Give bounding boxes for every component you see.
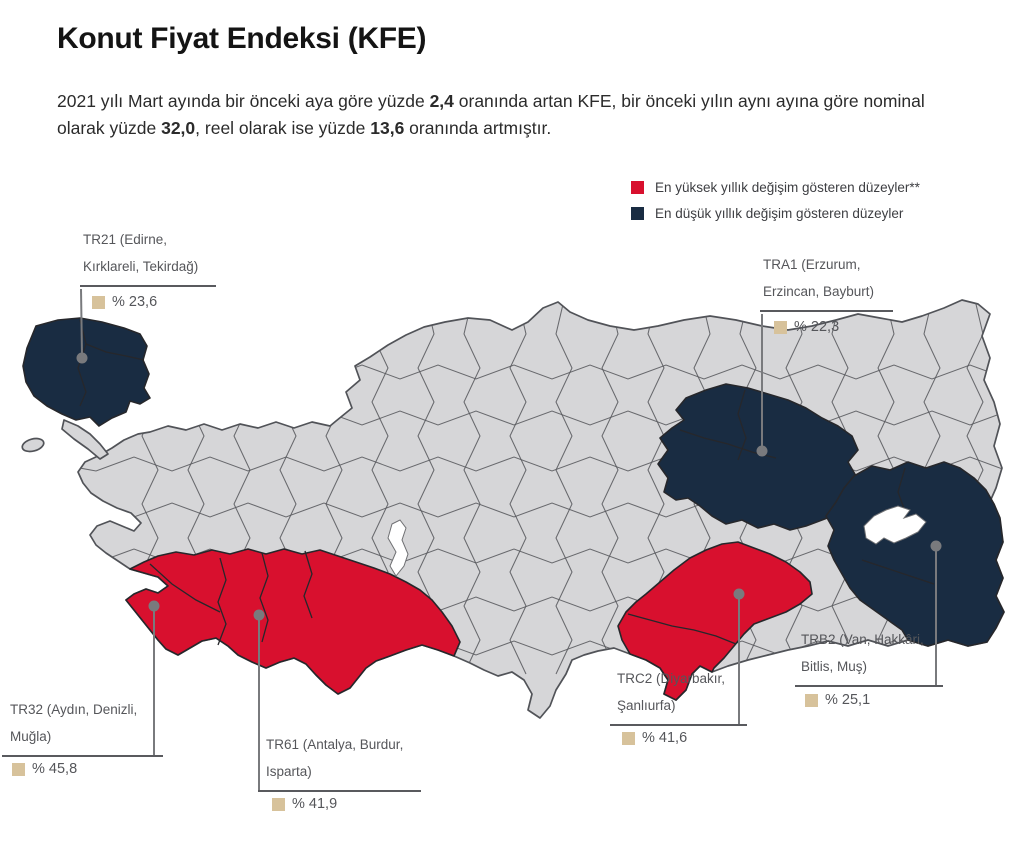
monthly-change-value: 2,4 <box>429 91 454 111</box>
region-code-line: TR21 (Edirne, <box>83 232 168 247</box>
callout-trb2-label: TRB2 (Van, Hakkâri, Bitlis, Muş) <box>795 626 943 687</box>
legend-label-lowest: En düşük yıllık değişim gösteren düzeyle… <box>655 206 904 221</box>
value-text: % 23,6 <box>112 294 158 310</box>
real-annual-value: 13,6 <box>370 118 405 138</box>
region-provinces-line: Muğla) <box>10 729 52 744</box>
border-within-thrace <box>77 319 87 407</box>
region-code-line: TR32 (Aydın, Denizli, <box>10 702 138 717</box>
region-tr32-tr61-highest <box>125 548 461 695</box>
value-marker-icon <box>774 320 787 334</box>
lake-tuz <box>387 519 409 577</box>
anchor-dot-tra1 <box>756 445 768 457</box>
callout-tr61-value: % 41,9 <box>272 796 337 812</box>
callout-trc2-label: TRC2 (Diyarbakır, Şanlıurfa) <box>610 665 747 726</box>
region-provinces-line: Bitlis, Muş) <box>801 659 868 674</box>
callout-trc2-value: % 41,6 <box>622 730 687 746</box>
region-provinces-line: Isparta) <box>266 764 312 779</box>
border-within-e-navy <box>897 467 907 515</box>
region-code-line: TR61 (Antalya, Burdur, <box>266 737 404 752</box>
callout-trb2-value: % 25,1 <box>805 692 870 708</box>
value-text: % 25,1 <box>825 692 871 708</box>
legend-label-highest: En yüksek yıllık değişim gösteren düzeyl… <box>655 180 920 195</box>
region-provinces-line: Şanlıurfa) <box>617 698 676 713</box>
region-provinces-line: Kırklareli, Tekirdağ) <box>83 259 199 274</box>
border-within-thrace <box>85 343 145 361</box>
callout-tr21-value: % 23,6 <box>92 294 157 310</box>
callout-tra1-value: % 22,3 <box>774 319 839 335</box>
value-text: % 22,3 <box>794 319 840 335</box>
border-within-sw-red <box>259 552 269 643</box>
legend-red-swatch-icon <box>631 181 644 194</box>
region-provinces-line: Erzincan, Bayburt) <box>763 284 875 299</box>
region-trb2-lowest <box>825 461 1005 647</box>
callout-tr32-label: TR32 (Aydın, Denizli, Muğla) <box>2 696 163 757</box>
intro-text: 2021 yılı Mart ayında bir önceki aya gör… <box>57 91 430 111</box>
callout-tr61-label: TR61 (Antalya, Burdur, Isparta) <box>258 731 421 792</box>
callout-tr21-label: TR21 (Edirne, Kırklareli, Tekirdağ) <box>80 226 216 287</box>
value-text: % 41,9 <box>292 796 338 812</box>
intro-text: oranında artmıştır. <box>404 118 552 138</box>
value-marker-icon <box>12 762 25 776</box>
connector-tr21 <box>80 288 83 357</box>
anchor-dot-trc2 <box>733 588 745 600</box>
intro-text: oranında artan KFE, bir önceki yılın ayn… <box>57 91 925 138</box>
value-marker-icon <box>805 693 818 707</box>
value-marker-icon <box>622 731 635 745</box>
gokceada-island <box>21 437 45 453</box>
intro-text: , reel olarak ise yüzde <box>195 118 371 138</box>
region-code-line: TRC2 (Diyarbakır, <box>617 671 726 686</box>
anchor-dot-trb2 <box>930 540 942 552</box>
value-marker-icon <box>272 797 285 811</box>
value-marker-icon <box>92 295 105 309</box>
border-within-sw-red <box>303 550 313 619</box>
region-tr21-lowest <box>22 317 151 427</box>
gallipoli-peninsula <box>61 419 109 460</box>
border-within-sw-red <box>217 557 227 646</box>
border-within-e-navy <box>861 559 935 585</box>
region-code-line: TRA1 (Erzurum, <box>763 257 861 272</box>
border-within-se-red <box>627 613 737 645</box>
callout-tr32-value: % 45,8 <box>12 761 77 777</box>
callout-tra1-label: TRA1 (Erzurum, Erzincan, Bayburt) <box>760 251 893 312</box>
nominal-annual-value: 32,0 <box>161 118 196 138</box>
legend-navy-swatch-icon <box>631 207 644 220</box>
page-title: Konut Fiyat Endeksi (KFE) <box>57 22 427 55</box>
region-code-line: TRB2 (Van, Hakkâri, <box>801 632 924 647</box>
region-tra1-lowest <box>657 383 859 531</box>
legend-item-lowest: En düşük yıllık değişim gösteren düzeyle… <box>631 206 920 221</box>
intro-paragraph: 2021 yılı Mart ayında bir önceki aya gör… <box>57 88 957 142</box>
anchor-dot-tr21 <box>76 352 88 364</box>
value-text: % 45,8 <box>32 761 78 777</box>
anchor-dot-tr61 <box>253 609 265 621</box>
border-within-sw-red <box>149 563 221 613</box>
legend-item-highest: En yüksek yıllık değişim gösteren düzeyl… <box>631 180 920 195</box>
value-text: % 41,6 <box>642 730 688 746</box>
lake-van <box>863 505 927 545</box>
anchor-dot-tr32 <box>148 600 160 612</box>
legend: En yüksek yıllık değişim gösteren düzeyl… <box>631 180 920 232</box>
